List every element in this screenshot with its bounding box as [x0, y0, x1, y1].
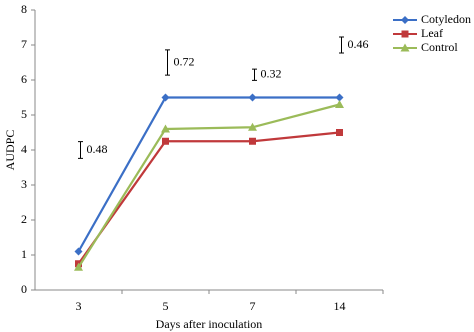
legend-label: Leaf: [421, 26, 443, 40]
y-tick-label: 1: [21, 247, 27, 261]
lsd-bar: [78, 141, 83, 159]
lsd-bar: [252, 68, 257, 81]
marker: [162, 137, 169, 145]
marker: [336, 129, 343, 136]
marker: [161, 93, 170, 102]
marker: [249, 137, 256, 145]
marker: [335, 100, 344, 108]
lsd-bar: [165, 49, 170, 76]
legend-label: Cotyledon: [421, 12, 471, 26]
series-line: [77, 131, 340, 265]
marker: [161, 124, 170, 133]
marker: [74, 262, 83, 271]
y-tick-label: 8: [21, 2, 27, 16]
y-tick-label: 0: [21, 282, 27, 296]
x-tick-label: 14: [334, 299, 346, 313]
lsd-bar: [339, 36, 344, 54]
marker: [400, 43, 410, 52]
legend-label: Control: [421, 40, 458, 54]
x-tick-label: 3: [76, 299, 82, 313]
y-tick-label: 6: [21, 72, 27, 86]
lsd-label: 0.48: [87, 142, 108, 156]
lsd-label: 0.46: [348, 37, 369, 51]
marker: [335, 93, 344, 102]
lsd-label: 0.32: [261, 67, 282, 81]
x-tick-label: 7: [250, 299, 256, 313]
y-tick-label: 4: [21, 142, 27, 156]
series-line: [77, 103, 340, 268]
lsd-label: 0.72: [174, 54, 195, 68]
marker: [248, 122, 257, 131]
y-tick-label: 3: [21, 177, 27, 191]
y-axis-label: AUDPC: [3, 130, 17, 171]
x-axis-label: Days after inoculation: [156, 317, 263, 331]
marker: [401, 30, 409, 38]
series-line: [77, 96, 340, 253]
marker: [401, 16, 409, 24]
y-tick-label: 5: [21, 107, 27, 121]
y-tick-label: 2: [21, 212, 27, 226]
marker: [248, 93, 257, 102]
marker: [74, 247, 83, 256]
x-tick-label: 5: [163, 299, 169, 313]
y-tick-label: 7: [21, 37, 27, 51]
